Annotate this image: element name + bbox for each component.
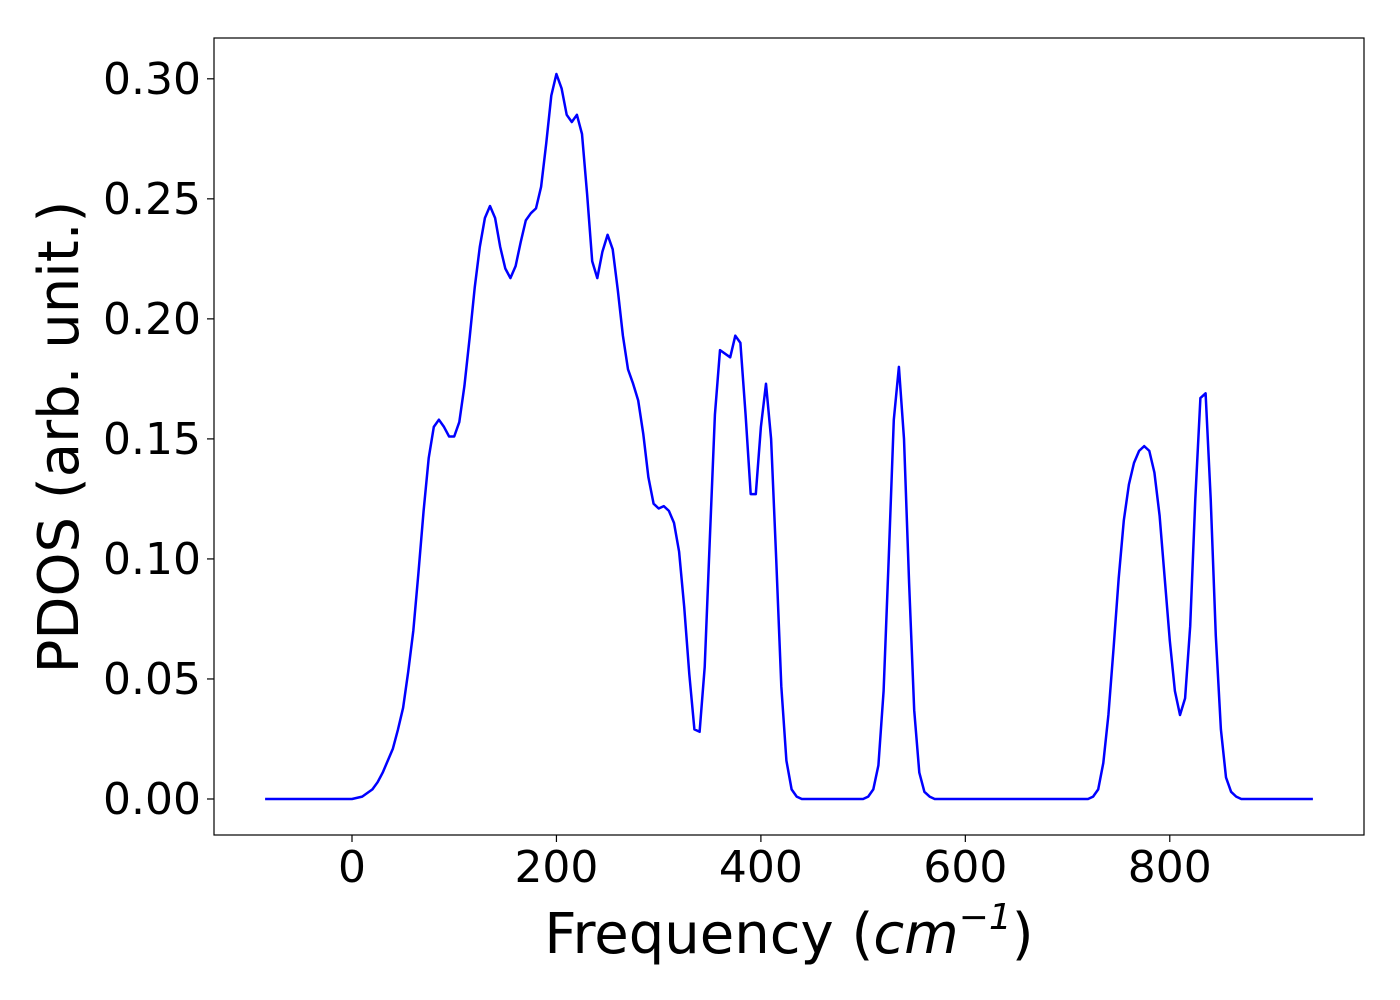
x-tick-label: 600 [923, 842, 1007, 893]
x-tick-label: 200 [514, 842, 598, 893]
x-axis-label: Frequency (cm−1) [544, 897, 1033, 967]
y-tick-label: 0.30 [103, 54, 201, 105]
y-tick-label: 0.00 [103, 774, 201, 825]
x-tick-label: 800 [1128, 842, 1212, 893]
x-axis-ticks: 0 200 400 600 800 [338, 835, 1212, 893]
x-tick-label: 400 [719, 842, 803, 893]
plot-frame [213, 37, 1365, 836]
y-tick-label: 0.15 [103, 414, 201, 465]
y-tick-label: 0.05 [103, 654, 201, 705]
pdos-series-line [265, 72, 1313, 801]
y-axis-ticks: 0.00 0.05 0.10 0.15 0.20 0.25 0.30 [103, 54, 214, 825]
y-tick-label: 0.25 [103, 174, 201, 225]
y-axis-label: PDOS (arb. unit.) [27, 201, 92, 674]
y-tick-label: 0.10 [103, 534, 201, 585]
y-tick-label: 0.20 [103, 294, 201, 345]
x-tick-label: 0 [338, 842, 366, 893]
